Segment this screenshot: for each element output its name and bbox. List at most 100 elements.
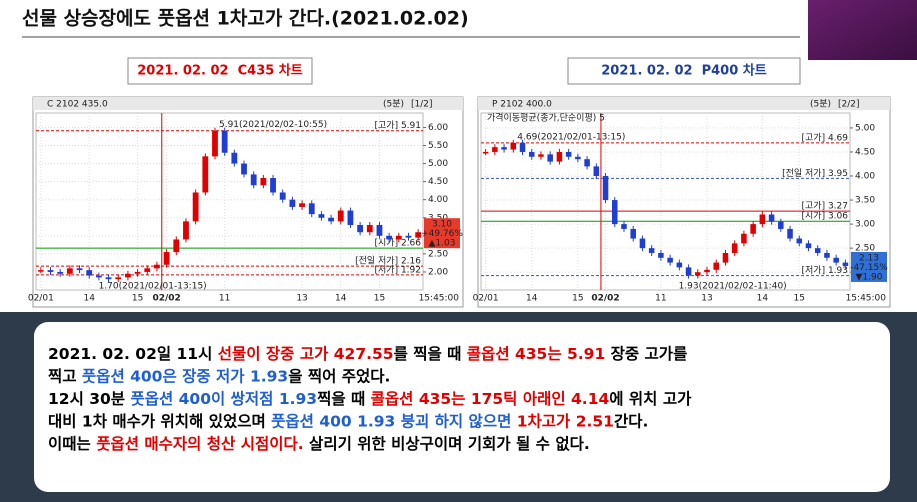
text-run: 살리기 위한 비상구이며 기회가 될 수 없다. <box>304 434 590 453</box>
candle <box>405 235 412 238</box>
clock: 15:45:00 <box>846 294 887 304</box>
text-run: 콜옵션 435는 5.91 <box>467 345 605 363</box>
candle <box>144 268 151 272</box>
y-tick-label: 2.00 <box>428 267 448 277</box>
chart-frame <box>32 96 464 308</box>
badge-text: 2.13 <box>859 253 879 263</box>
x-tick-label: 14 <box>526 294 538 304</box>
x-tick-label: 14 <box>83 294 95 304</box>
peak-label: 4.69(2021/02/01-13:15) <box>517 132 625 142</box>
x-tick-label: 02/01 <box>473 294 499 304</box>
candle <box>337 210 344 222</box>
candle <box>221 130 228 153</box>
text-run: 대비 1차 매수가 위치해 있었으며 <box>48 411 271 430</box>
candle <box>115 277 122 280</box>
y-tick-label: 5.00 <box>855 123 875 133</box>
candle <box>347 210 354 225</box>
caption: 2021. 02. 02 C435 차트 <box>137 63 303 79</box>
candle <box>86 270 93 276</box>
body-line: 대비 1차 매수가 위치해 있었으며 풋옵션 400 1.93 붕괴 하지 않으… <box>48 411 648 430</box>
candle <box>492 147 498 152</box>
x-tick-label: 14 <box>757 294 769 304</box>
candle <box>556 151 563 162</box>
x-tick-label: 11 <box>655 294 666 304</box>
price-badge <box>851 251 887 282</box>
candle <box>658 252 664 258</box>
candle <box>192 192 199 222</box>
candle <box>270 178 276 193</box>
text-run: 장중 고가를 <box>605 345 687 363</box>
level-label: [저가] 1.92 <box>375 264 421 275</box>
candle <box>154 264 160 269</box>
caption: 2021. 02. 02 P400 차트 <box>601 63 766 79</box>
candle <box>676 262 683 268</box>
candle <box>299 203 305 207</box>
candle <box>308 203 315 215</box>
candle <box>713 262 720 270</box>
candle <box>842 262 849 266</box>
caption-box <box>127 57 313 85</box>
x-tick-label: 15 <box>794 294 805 304</box>
x-tick-label: 02/02 <box>591 294 619 304</box>
candle <box>415 232 422 238</box>
y-tick-label: 4.50 <box>855 147 875 157</box>
candle <box>547 154 553 162</box>
text-run: 풋옵션 400 1.93 붕괴 하지 않으면 <box>271 412 517 430</box>
candle <box>202 156 209 193</box>
chart-frame <box>477 96 891 308</box>
y-tick-label: 2.50 <box>855 244 875 254</box>
text-run: 이때는 <box>48 434 96 453</box>
text-box <box>34 322 890 492</box>
candle <box>163 252 170 265</box>
candle <box>95 275 102 278</box>
candle <box>787 228 793 239</box>
level-label: [전일 저가] 3.95 <box>782 168 848 179</box>
candle <box>105 277 112 280</box>
candle <box>741 233 747 244</box>
text-run: 풋옵션 400은 장중 저가 1.93 <box>82 367 288 385</box>
x-tick-label: 13 <box>296 294 307 304</box>
candle <box>667 257 673 263</box>
page-index: [1/2] <box>411 100 433 110</box>
text-run: 를 찍을 때 <box>394 344 467 363</box>
candle <box>630 228 636 239</box>
candle <box>685 267 692 276</box>
candle <box>750 224 756 234</box>
y-tick-label: 3.50 <box>855 196 875 206</box>
x-tick-label: 15 <box>572 294 583 304</box>
candle <box>768 214 775 222</box>
candle <box>76 268 83 271</box>
candle <box>602 176 609 201</box>
page-title: 선물 상승장에도 풋옵션 1차고가 간다.(2021.02.02) <box>22 8 469 30</box>
candle <box>366 224 373 233</box>
candle <box>824 252 830 258</box>
body-line: 2021. 02. 02일 11시 선물이 장중 고가 427.55를 찍을 때… <box>48 344 687 363</box>
body-line: 찍고 풋옵션 400은 장중 저가 1.93을 찍어 주었다. <box>48 366 390 385</box>
level-label: [시가] 3.06 <box>802 211 849 222</box>
y-tick-label: 6.00 <box>428 123 448 133</box>
low-label: 1.70(2021/02/01-13:15) <box>99 282 207 292</box>
body-line: 이때는 풋옵션 매수자의 청산 시점이다. 살리기 위한 비상구이며 기회가 될… <box>48 434 590 453</box>
candle <box>796 238 803 244</box>
candle <box>722 252 729 263</box>
x-tick-label: 14 <box>335 294 347 304</box>
level-label: [고가] 4.69 <box>802 132 849 143</box>
candle <box>759 214 766 225</box>
text-run: 풋옵션 매수자의 청산 시점이다. <box>96 434 303 453</box>
candle <box>538 154 544 157</box>
candle <box>260 178 267 186</box>
y-tick-label: 2.50 <box>428 249 448 259</box>
candle <box>231 152 238 164</box>
chart-header <box>478 97 890 110</box>
candle <box>250 174 257 186</box>
candle <box>289 199 296 207</box>
candle <box>814 248 821 253</box>
text-run: 간다. <box>614 412 648 430</box>
y-tick-label: 4.50 <box>428 177 448 187</box>
candle <box>279 192 286 200</box>
level-label: [시가] 2.66 <box>375 238 422 249</box>
level-label: [고가] 3.27 <box>802 201 848 212</box>
page-index: [2/2] <box>838 100 860 110</box>
chart-title: P 2102 400.0 <box>492 100 552 110</box>
x-tick-label: 13 <box>701 294 712 304</box>
